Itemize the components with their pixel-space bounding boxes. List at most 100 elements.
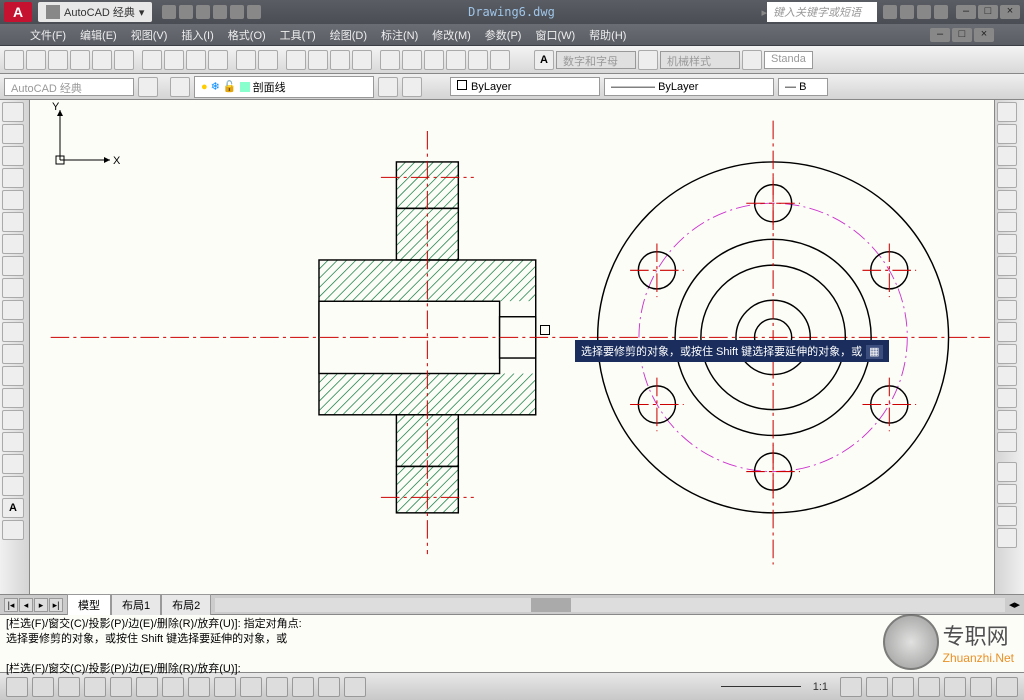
mtext-icon[interactable]: A bbox=[2, 498, 24, 518]
dim-ang-icon[interactable] bbox=[997, 506, 1017, 526]
menu-tools[interactable]: 工具(T) bbox=[280, 27, 316, 43]
dim-lin-icon[interactable] bbox=[997, 462, 1017, 482]
line-icon[interactable] bbox=[2, 102, 24, 122]
tb-ssm[interactable] bbox=[446, 50, 466, 70]
tb-undo[interactable] bbox=[236, 50, 256, 70]
offset-icon[interactable] bbox=[997, 168, 1017, 188]
chamfer-icon[interactable] bbox=[997, 388, 1017, 408]
menu-param[interactable]: 参数(P) bbox=[485, 27, 522, 43]
tb-publish[interactable] bbox=[114, 50, 134, 70]
join-icon[interactable] bbox=[997, 366, 1017, 386]
tb-redo[interactable] bbox=[258, 50, 278, 70]
menu-dim[interactable]: 标注(N) bbox=[381, 27, 418, 43]
binoculars-icon[interactable] bbox=[883, 5, 897, 19]
tab-first[interactable]: |◂ bbox=[4, 598, 18, 612]
lwt-icon[interactable] bbox=[240, 677, 262, 697]
revcloud-icon[interactable] bbox=[2, 256, 24, 276]
menu-file[interactable]: 文件(F) bbox=[30, 27, 66, 43]
tb-text-style[interactable]: A bbox=[534, 50, 554, 70]
workspace-dropdown[interactable]: AutoCAD 经典▾ bbox=[38, 2, 152, 22]
tb-zoomw[interactable] bbox=[330, 50, 350, 70]
tb-paste[interactable] bbox=[186, 50, 206, 70]
polygon-icon[interactable] bbox=[2, 168, 24, 188]
exchange-icon[interactable] bbox=[917, 5, 931, 19]
tb-dc[interactable] bbox=[402, 50, 422, 70]
new-icon[interactable] bbox=[162, 5, 176, 19]
rotate-icon[interactable] bbox=[997, 234, 1017, 254]
move-icon[interactable] bbox=[997, 212, 1017, 232]
dyn-icon[interactable] bbox=[214, 677, 236, 697]
block-icon[interactable] bbox=[2, 366, 24, 386]
explode-icon[interactable] bbox=[997, 432, 1017, 452]
ws-gear-icon[interactable] bbox=[138, 77, 158, 97]
arc-icon[interactable] bbox=[2, 212, 24, 232]
iso-icon[interactable] bbox=[970, 677, 992, 697]
linetype-dropdown[interactable]: ———— ByLayer bbox=[604, 78, 774, 96]
color-dropdown[interactable]: ByLayer bbox=[450, 77, 600, 96]
pline-icon[interactable] bbox=[2, 146, 24, 166]
tb-copy[interactable] bbox=[164, 50, 184, 70]
tpy-icon[interactable] bbox=[266, 677, 288, 697]
menu-modify[interactable]: 修改(M) bbox=[432, 27, 471, 43]
ann-icon[interactable] bbox=[840, 677, 862, 697]
array-icon[interactable] bbox=[997, 190, 1017, 210]
circle-icon[interactable] bbox=[2, 234, 24, 254]
menu-format[interactable]: 格式(O) bbox=[228, 27, 266, 43]
tb-qcalc[interactable] bbox=[490, 50, 510, 70]
ortho-icon[interactable] bbox=[58, 677, 80, 697]
copy-icon[interactable] bbox=[997, 124, 1017, 144]
tb-save[interactable] bbox=[48, 50, 68, 70]
tb-dim-style[interactable] bbox=[638, 50, 658, 70]
layer-mgr-icon[interactable] bbox=[170, 77, 190, 97]
app-logo[interactable]: A bbox=[4, 2, 32, 22]
ellipse-icon[interactable] bbox=[2, 300, 24, 320]
workspace-drop2[interactable]: AutoCAD 经典 bbox=[4, 78, 134, 96]
trim-icon[interactable] bbox=[997, 300, 1017, 320]
region-icon[interactable] bbox=[2, 454, 24, 474]
dim-align-icon[interactable] bbox=[997, 484, 1017, 504]
qp-icon[interactable] bbox=[292, 677, 314, 697]
3dosnap-icon[interactable] bbox=[136, 677, 158, 697]
erase-icon[interactable] bbox=[997, 102, 1017, 122]
polar-icon[interactable] bbox=[84, 677, 106, 697]
tb-pan[interactable] bbox=[286, 50, 306, 70]
drawing-canvas[interactable]: 选择要修剪的对象，或按住 Shift 键选择要延伸的对象，或▦ X Y bbox=[30, 100, 994, 594]
am-icon[interactable] bbox=[344, 677, 366, 697]
snap-icon[interactable] bbox=[6, 677, 28, 697]
mirror-icon[interactable] bbox=[997, 146, 1017, 166]
tb-match[interactable] bbox=[208, 50, 228, 70]
scroll-right[interactable]: ▸ bbox=[1014, 598, 1020, 611]
layer-dropdown[interactable]: ●❄🔓 剖面线 bbox=[194, 76, 374, 98]
help-icon[interactable] bbox=[934, 5, 948, 19]
dim-rad-icon[interactable] bbox=[997, 528, 1017, 548]
scale-display[interactable]: 1:1 bbox=[805, 681, 836, 693]
spline-icon[interactable] bbox=[2, 278, 24, 298]
tb-table-style[interactable] bbox=[742, 50, 762, 70]
undo-icon[interactable] bbox=[213, 5, 227, 19]
layer-state-icon[interactable] bbox=[402, 77, 422, 97]
hw-icon[interactable] bbox=[944, 677, 966, 697]
tb-zoomp[interactable] bbox=[352, 50, 372, 70]
text-style-drop[interactable]: 数字和字母 bbox=[556, 51, 636, 69]
insert-icon[interactable] bbox=[2, 344, 24, 364]
ann2-icon[interactable] bbox=[866, 677, 888, 697]
open-icon[interactable] bbox=[179, 5, 193, 19]
table-icon[interactable] bbox=[2, 476, 24, 496]
table-style-drop[interactable]: Standa bbox=[764, 51, 813, 69]
tb-open[interactable] bbox=[26, 50, 46, 70]
xline-icon[interactable] bbox=[2, 124, 24, 144]
addsel-icon[interactable] bbox=[2, 520, 24, 540]
point-icon[interactable] bbox=[2, 388, 24, 408]
sc-icon[interactable] bbox=[318, 677, 340, 697]
stretch-icon[interactable] bbox=[997, 278, 1017, 298]
scale-icon[interactable] bbox=[997, 256, 1017, 276]
lock-icon[interactable] bbox=[918, 677, 940, 697]
tb-tp[interactable] bbox=[424, 50, 444, 70]
gradient-icon[interactable] bbox=[2, 432, 24, 452]
layer-prev-icon[interactable] bbox=[378, 77, 398, 97]
rect-icon[interactable] bbox=[2, 190, 24, 210]
h-scrollbar[interactable] bbox=[215, 598, 1005, 612]
redo-icon[interactable] bbox=[230, 5, 244, 19]
menu-edit[interactable]: 编辑(E) bbox=[80, 27, 117, 43]
doc-min[interactable]: – bbox=[930, 28, 950, 42]
